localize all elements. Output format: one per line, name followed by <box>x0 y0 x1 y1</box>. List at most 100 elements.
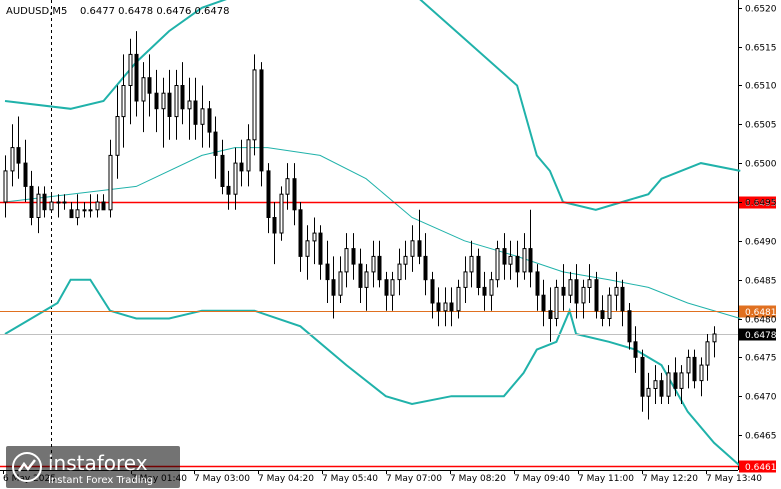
candle-body <box>607 294 612 320</box>
candle-body <box>620 286 625 312</box>
candle-body <box>23 162 28 187</box>
candle-body <box>115 116 120 156</box>
candle-body <box>633 341 638 358</box>
candle-body <box>134 53 139 102</box>
candle-body <box>528 248 533 273</box>
watermark-tagline: Instant Forex Trading <box>48 475 153 486</box>
candle-body <box>653 380 658 390</box>
candle-body <box>574 279 579 304</box>
candle-body <box>705 341 710 366</box>
candle-body <box>312 232 317 242</box>
price-levels: 0.6495 0.6481 0.6478 0.6461 <box>0 196 777 473</box>
candle-body <box>351 248 356 265</box>
candle-body <box>489 279 494 296</box>
candle-body <box>101 201 106 211</box>
candle-body <box>699 364 704 382</box>
y-tick-label: 0.6490 <box>745 238 777 248</box>
y-tick-label: 0.6500 <box>745 160 777 170</box>
candle-body <box>463 271 468 288</box>
candle-body <box>423 255 428 281</box>
x-tick-label: 7 May 11:00 <box>578 474 634 484</box>
candle-body <box>49 201 54 211</box>
candle-body <box>108 154 113 211</box>
support-level-tag <box>739 460 776 473</box>
candle-body <box>331 279 336 296</box>
candle-body <box>207 108 212 133</box>
candle-body <box>69 209 74 219</box>
candle-body <box>325 263 330 281</box>
candle-body <box>554 286 559 319</box>
plot-area <box>0 0 738 460</box>
candle-body <box>239 162 244 172</box>
candlesticks <box>3 31 717 420</box>
bollinger-middle-line <box>4 147 741 319</box>
candle-body <box>213 131 218 156</box>
bollinger-bands <box>4 0 741 467</box>
x-tick-label: 7 May 05:40 <box>322 474 378 484</box>
candle-body <box>338 271 343 296</box>
candle-body <box>88 209 93 212</box>
candle-body <box>246 139 251 172</box>
y-tick-label: 0.6510 <box>745 82 777 92</box>
candle-body <box>259 69 264 172</box>
candle-body <box>279 193 284 234</box>
candle-body <box>535 271 540 296</box>
candle-body <box>358 263 363 288</box>
y-tick-label: 0.6485 <box>745 277 777 287</box>
x-tick-label: 7 May 03:00 <box>194 474 250 484</box>
candle-body <box>679 372 684 389</box>
logo-icon <box>12 452 42 482</box>
candle-body <box>436 302 441 312</box>
candle-body <box>141 77 146 102</box>
candle-body <box>3 170 8 203</box>
candle-body <box>220 154 225 187</box>
candle-body <box>666 372 671 397</box>
x-tick-label: 7 May 13:40 <box>706 474 762 484</box>
candle-body <box>502 248 507 265</box>
candle-body <box>482 286 487 296</box>
candle-body <box>121 85 126 118</box>
y-tick-label: 0.6505 <box>745 121 777 131</box>
candle-body <box>390 279 395 296</box>
candle-body <box>147 77 152 94</box>
candle-body <box>174 85 179 118</box>
candle-body <box>587 279 592 289</box>
bollinger-lower-line <box>4 278 741 467</box>
x-tick-label: 7 May 08:20 <box>450 474 506 484</box>
candle-body <box>627 310 632 343</box>
header-ohlc: 0.6477 0.6478 0.6476 0.6478 <box>80 6 230 17</box>
candle-body <box>285 178 290 195</box>
candle-body <box>193 100 198 125</box>
candle-body <box>548 310 553 320</box>
y-tick-label: 0.6470 <box>745 393 777 403</box>
x-tick-label: 7 May 04:20 <box>258 474 314 484</box>
candle-body <box>187 100 192 110</box>
candle-body <box>364 271 369 288</box>
resistance-level-tag <box>739 196 776 209</box>
candle-body <box>180 85 185 110</box>
candle-body <box>62 201 67 204</box>
candle-body <box>82 209 87 212</box>
candle-body <box>568 279 573 296</box>
candle-body <box>128 53 133 87</box>
candle-body <box>36 193 41 218</box>
candle-body <box>95 201 100 211</box>
candle-body <box>443 302 448 312</box>
candle-body <box>318 232 323 265</box>
x-tick-label: 7 May 12:20 <box>642 474 698 484</box>
candle-body <box>430 279 435 304</box>
candle-body <box>692 356 697 382</box>
candle-body <box>646 387 651 397</box>
candle-body <box>384 279 389 296</box>
bollinger-upper-line <box>4 0 741 211</box>
candle-body <box>449 302 454 312</box>
candle-body <box>403 255 408 265</box>
candle-body <box>686 356 691 374</box>
candle-body <box>600 310 605 320</box>
candle-body <box>410 240 415 257</box>
candle-body <box>581 286 586 304</box>
candle-body <box>200 108 205 125</box>
candle-body <box>29 185 34 218</box>
candle-body <box>508 255 513 265</box>
